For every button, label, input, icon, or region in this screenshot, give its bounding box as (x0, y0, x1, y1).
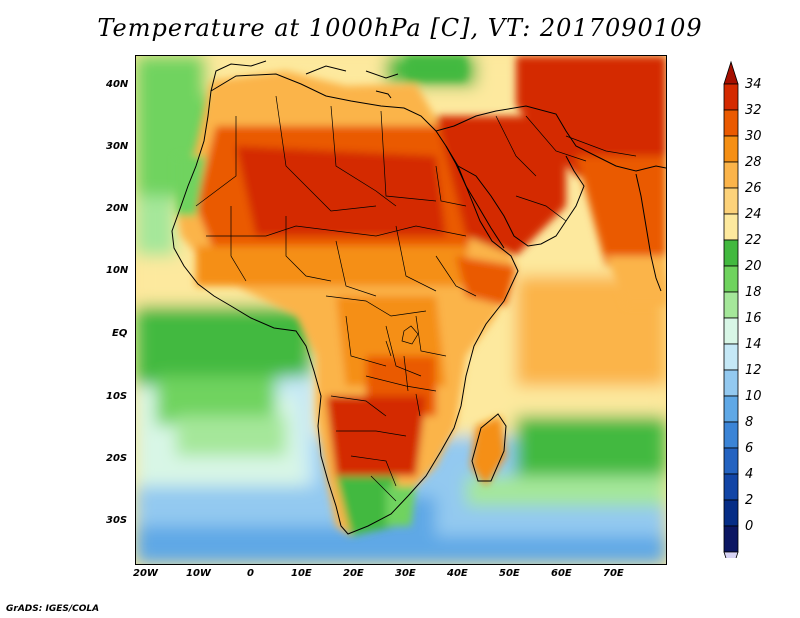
lat-tick-20s: 20S (106, 453, 128, 464)
lat-tick-30n: 30N (106, 141, 129, 152)
colorbar-label-22: 22 (745, 233, 762, 248)
grads-credit: GrADS: IGES/COLA (6, 604, 100, 614)
map-title: Temperature at 1000hPa [C], VT: 20170901… (97, 14, 703, 42)
lon-tick-20e: 20E (343, 568, 364, 579)
lat-tick-eq: EQ (112, 328, 128, 339)
colorbar-label-26: 26 (745, 181, 762, 196)
colorbar-arrow-bottom (723, 551, 739, 558)
colorbar-segment (723, 135, 739, 163)
colorbar-label-28: 28 (745, 155, 762, 170)
lon-tick-10e: 10E (291, 568, 312, 579)
colorbar-label-30: 30 (745, 129, 762, 144)
lon-tick-10w: 10W (186, 568, 211, 579)
colorbar-segment (723, 239, 739, 267)
colorbar-label-8: 8 (745, 415, 754, 430)
colorbar-label-32: 32 (745, 103, 762, 118)
lon-tick-30e: 30E (395, 568, 416, 579)
colorbar-segment (723, 421, 739, 449)
country-borders (195, 95, 637, 502)
colorbar-label-0: 0 (745, 519, 754, 534)
colorbar-segment (723, 317, 739, 345)
colorbar-label-16: 16 (745, 311, 762, 326)
colorbar-segment (723, 369, 739, 397)
lat-tick-10s: 10S (106, 391, 128, 402)
lat-tick-30s: 30S (106, 515, 128, 526)
colorbar-label-2: 2 (745, 493, 754, 508)
colorbar-segment (723, 265, 739, 293)
colorbar-label-10: 10 (745, 389, 762, 404)
colorbar-segment (723, 109, 739, 137)
temperature-map (135, 55, 667, 565)
colorbar-arrow-top (723, 60, 739, 85)
colorbar-label-14: 14 (745, 337, 762, 352)
colorbar-label-34: 34 (745, 77, 762, 92)
colorbar-segment (723, 161, 739, 189)
colorbar-label-24: 24 (745, 207, 762, 222)
coastlines (171, 60, 666, 535)
colorbar-segment (723, 83, 739, 111)
lat-tick-40n: 40N (106, 79, 129, 90)
colorbar-segment (723, 395, 739, 423)
colorbar-segment (723, 187, 739, 215)
colorbar-label-18: 18 (745, 285, 762, 300)
lon-tick-60e: 60E (551, 568, 572, 579)
colorbar-segment (723, 525, 739, 553)
colorbar-segment (723, 291, 739, 319)
lat-tick-10n: 10N (106, 265, 129, 276)
lon-tick-70e: 70E (603, 568, 624, 579)
colorbar-segment (723, 343, 739, 371)
colorbar-label-4: 4 (745, 467, 754, 482)
colorbar (723, 60, 739, 558)
colorbar-segment (723, 447, 739, 475)
colorbar-segment (723, 213, 739, 241)
colorbar-label-6: 6 (745, 441, 754, 456)
lat-tick-20n: 20N (106, 203, 129, 214)
colorbar-segment (723, 473, 739, 501)
colorbar-label-20: 20 (745, 259, 762, 274)
colorbar-segment (723, 499, 739, 527)
lon-tick-0: 0 (247, 568, 254, 579)
lon-tick-20w: 20W (133, 568, 158, 579)
colorbar-label-12: 12 (745, 363, 762, 378)
lon-tick-40e: 40E (447, 568, 468, 579)
lon-tick-50e: 50E (499, 568, 520, 579)
